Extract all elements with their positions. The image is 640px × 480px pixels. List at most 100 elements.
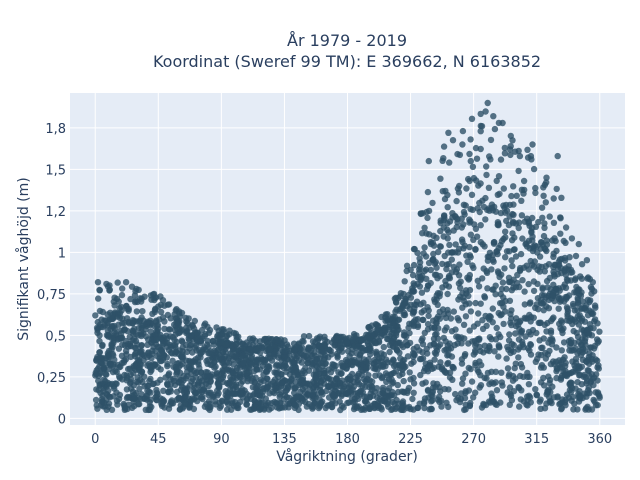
data-point [216,404,223,412]
data-point [478,123,486,130]
data-point [184,372,191,380]
data-point [515,354,522,361]
data-point [440,224,447,231]
data-points [92,99,603,414]
data-point [572,355,580,363]
data-point [468,115,476,123]
y-tick-label: 1,8 [45,122,66,137]
data-point [366,384,373,391]
data-point [472,245,479,253]
data-point [193,329,201,337]
data-point [430,250,437,258]
data-point [427,238,435,246]
data-point [95,295,102,302]
data-point [418,289,426,296]
data-point [497,333,504,341]
x-tick-label: 360 [587,432,612,447]
data-point [573,329,580,337]
data-point [475,283,483,290]
data-point [281,404,289,411]
data-point [584,326,591,333]
data-point [502,297,509,305]
data-point [298,359,306,366]
data-point [136,400,143,408]
data-point [321,336,329,344]
data-point [463,185,470,192]
data-point [127,295,134,303]
data-point [539,285,546,293]
data-point [351,398,358,406]
data-point [118,307,125,314]
data-point [572,345,579,352]
data-point [420,299,427,306]
x-tick-label: 90 [213,432,230,447]
data-point [459,141,466,148]
data-point [594,377,601,384]
data-point [291,352,298,360]
data-point [436,290,444,297]
data-point [403,342,411,349]
data-point [146,403,154,410]
data-point [505,274,513,281]
data-point [419,380,426,387]
data-point [106,394,114,401]
data-point [495,173,503,180]
data-point [433,319,440,327]
data-point [497,156,505,163]
data-point [503,285,510,293]
data-point [306,392,313,399]
data-point [473,155,481,162]
data-point [374,401,381,408]
data-point [437,359,444,366]
data-point [537,396,544,403]
data-point [215,356,222,363]
data-point [399,404,406,412]
data-point [467,308,475,315]
data-point [248,361,255,368]
data-point [444,204,451,211]
data-point [481,294,489,301]
data-point [167,398,175,406]
data-point [276,391,284,398]
data-point [110,337,117,344]
data-point [221,362,228,370]
data-point [519,277,526,284]
data-point [445,260,452,268]
data-point [214,387,221,394]
data-point [164,335,171,342]
data-point [246,346,253,353]
data-point [494,268,502,275]
data-point [488,379,495,386]
data-point [520,177,528,185]
data-point [271,376,279,383]
data-point [188,397,195,404]
data-point [127,342,134,349]
data-point [510,183,517,190]
data-point [345,391,352,398]
data-point [435,325,442,332]
data-point [455,296,462,303]
x-tick-label: 225 [398,432,423,447]
data-point [568,235,576,242]
data-point [264,383,271,390]
data-point [512,253,520,260]
data-point [590,325,597,332]
data-point [202,320,209,327]
data-point [502,254,509,261]
data-point [266,354,274,362]
data-point [524,146,531,153]
data-point [205,356,212,364]
data-point [104,319,111,327]
data-point [507,319,514,326]
data-point [528,224,536,232]
data-point [390,362,398,370]
data-point [507,151,514,159]
data-point [525,392,533,399]
data-point [509,372,517,380]
data-point [559,329,566,337]
data-point [461,242,468,249]
data-point [486,249,494,256]
data-point [176,313,184,320]
data-point [429,256,436,263]
data-point [113,397,121,405]
